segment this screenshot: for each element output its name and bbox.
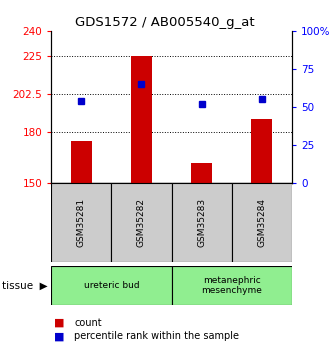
Text: ureteric bud: ureteric bud [83,281,139,290]
Text: percentile rank within the sample: percentile rank within the sample [74,332,239,341]
Bar [131,56,152,183]
Text: GSM35281: GSM35281 [77,198,86,247]
Text: tissue  ▶: tissue ▶ [2,280,47,290]
Bar [51,183,112,262]
Bar [71,141,92,183]
Text: count: count [74,318,102,327]
Bar [191,162,212,183]
Text: ■: ■ [54,318,65,327]
Bar [51,266,172,305]
Bar [112,183,172,262]
Text: GSM35283: GSM35283 [197,198,206,247]
Bar [251,119,273,183]
Bar [172,183,232,262]
Text: ■: ■ [54,332,65,341]
Text: metanephric
mesenchyme: metanephric mesenchyme [201,276,262,295]
Bar [172,266,292,305]
Bar [232,183,292,262]
Text: GSM35282: GSM35282 [137,198,146,247]
Text: GSM35284: GSM35284 [257,198,266,247]
Text: GDS1572 / AB005540_g_at: GDS1572 / AB005540_g_at [75,16,255,29]
